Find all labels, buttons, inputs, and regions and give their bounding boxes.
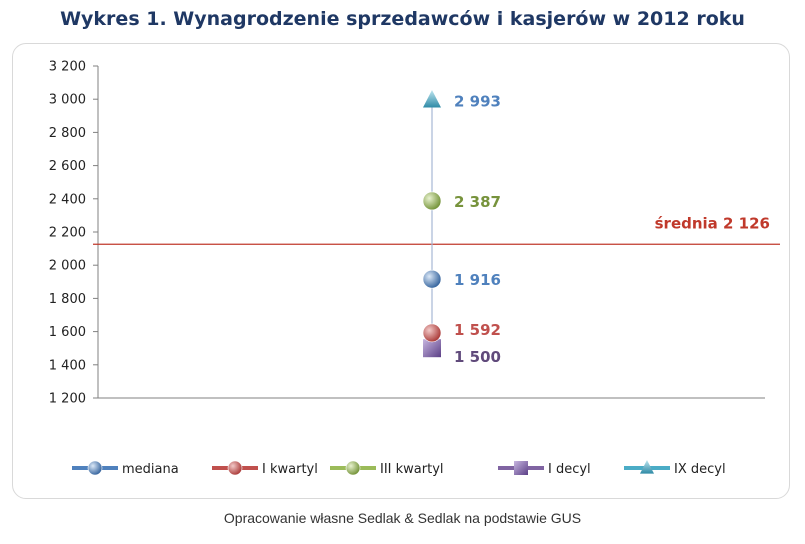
chart-frame <box>12 43 790 499</box>
legend-marker-ix-decyl <box>640 459 654 474</box>
legend-marker-mediana <box>87 460 103 476</box>
y-tick-label: 2 600 <box>49 159 86 174</box>
y-tick-label: 3 000 <box>49 93 86 108</box>
point-iii-kwartyl <box>422 191 442 211</box>
y-tick-label: 2 000 <box>49 259 86 274</box>
y-tick-label: 1 800 <box>49 292 86 307</box>
average-label: średnia 2 126 <box>655 214 770 232</box>
y-tick-label: 2 200 <box>49 226 86 241</box>
chart-title: Wykres 1. Wynagrodzenie sprzedawców i ka… <box>60 8 745 30</box>
y-tick-label: 3 200 <box>49 60 86 75</box>
point-i-decyl <box>423 339 441 358</box>
y-tick-label: 2 400 <box>49 192 86 207</box>
data-label-i-kwartyl: 1 592 <box>454 321 501 339</box>
source-note: Opracowanie własne Sedlak & Sedlak na po… <box>223 510 582 526</box>
y-tick-label: 1 200 <box>49 392 86 407</box>
y-tick-label: 1 600 <box>49 325 86 340</box>
axes: 1 200 1 400 1 600 1 800 2 000 2 200 2 400 2 600… <box>49 60 765 407</box>
point-i-kwartyl <box>422 323 442 343</box>
legend-marker-iii-kwartyl <box>345 460 361 476</box>
legend-label-mediana: mediana <box>122 462 179 477</box>
data-label-ix-decyl: 2 993 <box>454 92 501 110</box>
data-label-iii-kwartyl: 2 387 <box>454 193 501 211</box>
y-tick-label: 2 800 <box>49 126 86 141</box>
point-ix-decyl <box>423 90 441 108</box>
data-label-i-decyl: 1 500 <box>454 348 501 366</box>
y-tick-label: 1 400 <box>49 358 86 373</box>
legend-marker-i-decyl <box>514 461 528 475</box>
legend: mediana I kwartyl III kwartyl I decyl IX dec… <box>72 459 726 477</box>
reference-line: średnia 2 126 <box>93 214 780 245</box>
point-mediana <box>422 269 442 289</box>
legend-label-i-decyl: I decyl <box>548 462 591 477</box>
legend-label-iii-kwartyl: III kwartyl <box>380 462 444 477</box>
legend-label-i-kwartyl: I kwartyl <box>262 462 318 477</box>
data-points: 1 916 1 592 2 387 1 500 2 993 <box>422 90 501 366</box>
data-label-mediana: 1 916 <box>454 271 501 289</box>
legend-marker-i-kwartyl <box>227 460 243 476</box>
legend-label-ix-decyl: IX decyl <box>674 462 726 477</box>
